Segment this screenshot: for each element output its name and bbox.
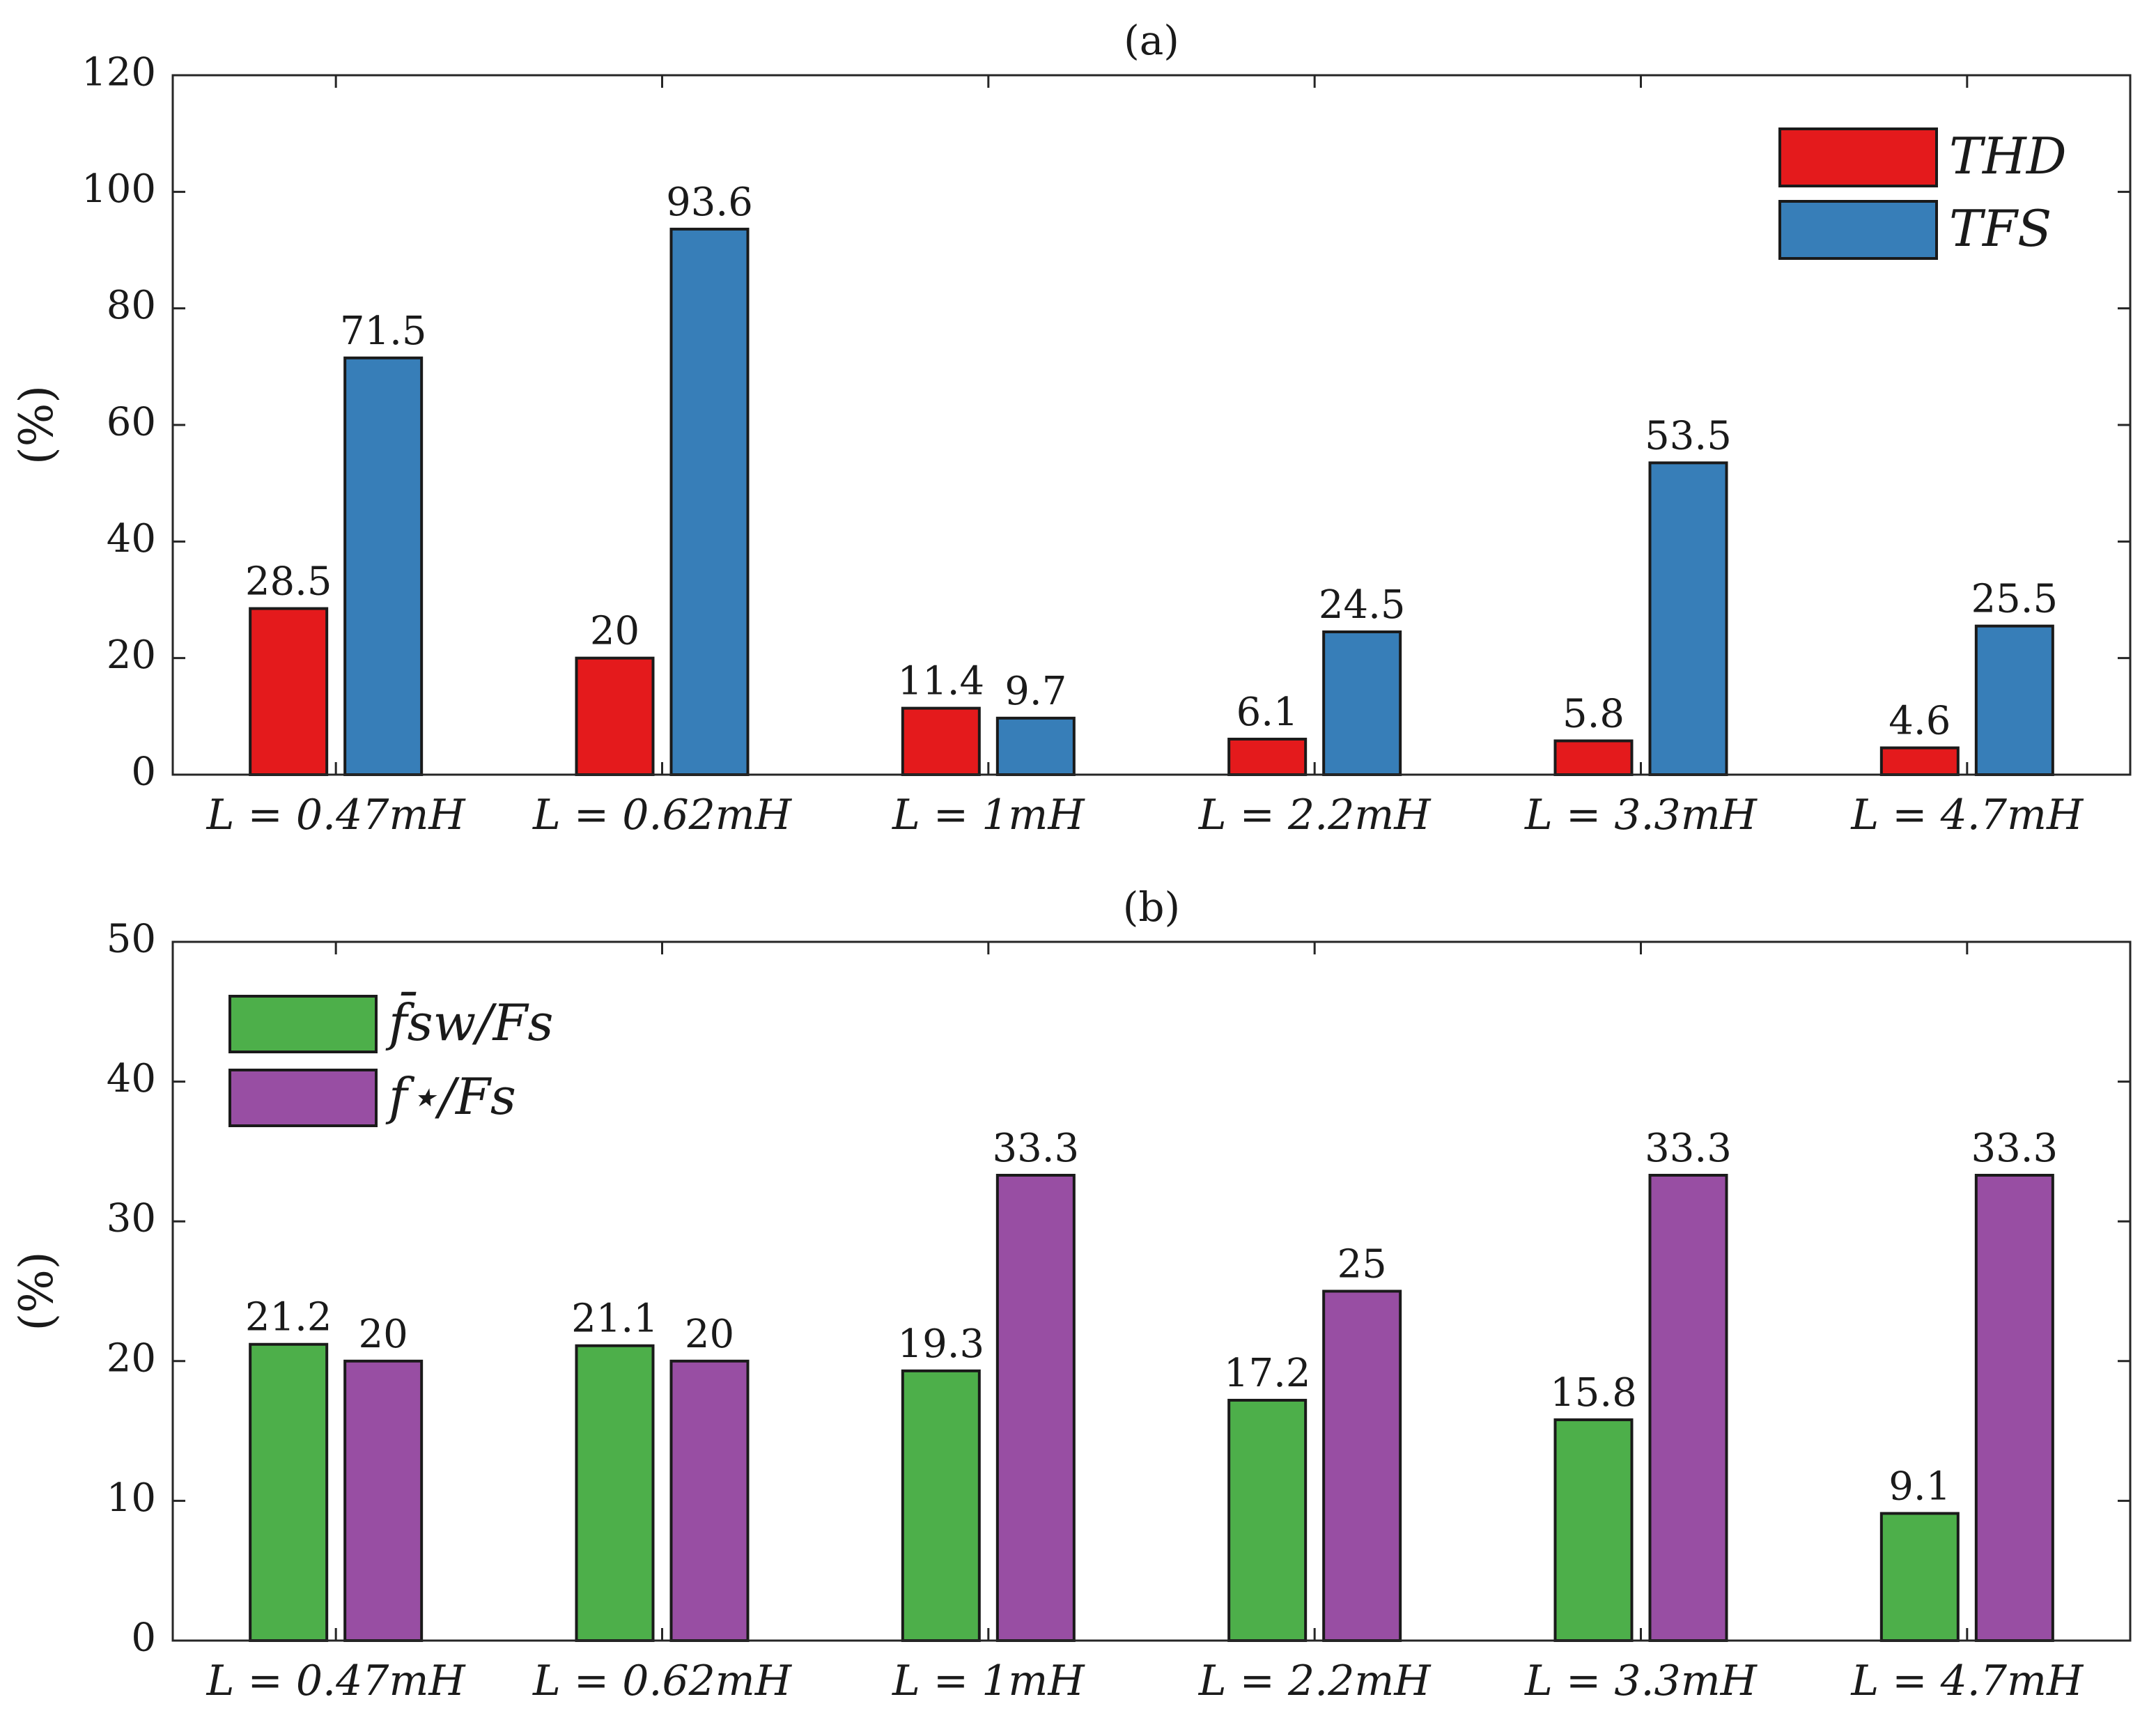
data-label: 33.3 bbox=[992, 1126, 1079, 1171]
data-label: 4.6 bbox=[1889, 699, 1951, 744]
x-category-label: L = 4.7mH bbox=[1850, 791, 2084, 839]
legend-swatch bbox=[1778, 200, 1938, 260]
bar-tfs-1 bbox=[669, 227, 750, 776]
x-category-label: L = 0.62mH bbox=[532, 1657, 793, 1705]
bar-fswfs-3 bbox=[1227, 1398, 1308, 1643]
bar-thd-4 bbox=[1553, 739, 1634, 777]
legend-swatch bbox=[1778, 127, 1938, 187]
data-label: 17.2 bbox=[1224, 1351, 1311, 1396]
bar-tfs-0 bbox=[343, 356, 424, 776]
bar-fswfs-0 bbox=[249, 1342, 329, 1643]
legend: THD TFS bbox=[1778, 127, 2067, 260]
data-label: 93.6 bbox=[666, 180, 753, 225]
data-label: 6.1 bbox=[1236, 690, 1298, 735]
y-tick-label: 40 bbox=[107, 1056, 156, 1101]
panel-b: (b) (%) 21.2 21.1 19.3 17.2 15.8 9.1 20 20 33.3 25 3… bbox=[10, 883, 2132, 1705]
data-label: 5.8 bbox=[1562, 691, 1624, 736]
y-tick-label: 30 bbox=[107, 1196, 156, 1241]
y-axis-label: (%) bbox=[10, 385, 63, 465]
legend-label: TFS bbox=[1949, 199, 2052, 258]
bar-thd-0 bbox=[249, 607, 329, 776]
data-label: 25 bbox=[1337, 1242, 1387, 1287]
bar-fswfs-4 bbox=[1553, 1418, 1634, 1642]
bar-fswfs-1 bbox=[575, 1344, 655, 1642]
data-label: 19.3 bbox=[897, 1322, 984, 1367]
data-label: 21.1 bbox=[571, 1296, 658, 1342]
data-label: 25.5 bbox=[1971, 577, 2058, 622]
data-label: 20 bbox=[359, 1312, 408, 1357]
legend-label: THD bbox=[1949, 127, 2067, 185]
bar-tfs-3 bbox=[1322, 630, 1402, 776]
bar-fswfs-2 bbox=[901, 1369, 981, 1643]
data-label: 53.5 bbox=[1645, 413, 1732, 458]
bar-ffs-5 bbox=[1974, 1174, 2054, 1642]
data-label: 15.8 bbox=[1550, 1370, 1637, 1416]
bar-ffs-3 bbox=[1322, 1289, 1402, 1642]
data-label: 33.3 bbox=[1645, 1126, 1732, 1171]
bar-thd-1 bbox=[575, 656, 655, 777]
y-tick-label: 40 bbox=[107, 516, 156, 561]
legend-swatch bbox=[228, 995, 378, 1053]
y-tick-label: 60 bbox=[107, 400, 156, 445]
data-label: 9.1 bbox=[1889, 1464, 1951, 1509]
y-tick-label: 0 bbox=[131, 1616, 156, 1661]
panel-a: (a) (%) 28.5 20 11.4 6.1 5.8 4.6 71.5 93.6 9.7 24.5… bbox=[10, 17, 2132, 839]
panel-title: (a) bbox=[1124, 17, 1179, 64]
legend-label: f⋆/Fs bbox=[385, 1067, 516, 1126]
bar-ffs-2 bbox=[995, 1174, 1076, 1642]
legend-label: f̄sw/Fs bbox=[385, 991, 553, 1052]
bar-thd-3 bbox=[1227, 737, 1308, 777]
data-label: 20 bbox=[590, 609, 639, 654]
y-tick-label: 50 bbox=[107, 917, 156, 962]
bar-tfs-5 bbox=[1974, 624, 2054, 777]
data-label: 11.4 bbox=[897, 659, 984, 704]
y-tick-label: 120 bbox=[82, 50, 156, 95]
bar-tfs-2 bbox=[995, 716, 1076, 777]
bar-ffs-4 bbox=[1648, 1174, 1728, 1642]
bar-ffs-0 bbox=[343, 1359, 424, 1643]
x-category-label: L = 0.47mH bbox=[206, 1657, 467, 1705]
data-label: 28.5 bbox=[245, 559, 332, 605]
bar-fswfs-5 bbox=[1879, 1512, 1960, 1643]
y-tick-label: 20 bbox=[107, 633, 156, 678]
x-category-label: L = 2.2mH bbox=[1198, 791, 1432, 839]
x-category-label: L = 0.62mH bbox=[532, 791, 793, 839]
bar-thd-2 bbox=[901, 706, 981, 776]
axis-frame bbox=[171, 940, 2132, 1642]
y-tick-label: 80 bbox=[107, 283, 156, 328]
data-label: 21.2 bbox=[245, 1295, 332, 1340]
data-label: 33.3 bbox=[1971, 1126, 2058, 1171]
y-tick-label: 0 bbox=[131, 750, 156, 795]
legend-swatch bbox=[228, 1069, 378, 1127]
legend: f̄sw/Fs f⋆/Fs bbox=[228, 991, 553, 1127]
x-category-label: L = 1mH bbox=[892, 1657, 1085, 1705]
y-tick-label: 20 bbox=[107, 1335, 156, 1381]
x-category-label: L = 1mH bbox=[892, 791, 1085, 839]
data-label: 71.5 bbox=[340, 309, 427, 354]
x-category-label: L = 3.3mH bbox=[1524, 1657, 1758, 1705]
y-tick-label: 100 bbox=[82, 166, 156, 212]
x-category-label: L = 4.7mH bbox=[1850, 1657, 2084, 1705]
bar-ffs-1 bbox=[669, 1359, 750, 1643]
data-label: 9.7 bbox=[1005, 669, 1067, 714]
data-label: 20 bbox=[685, 1312, 734, 1357]
data-label: 24.5 bbox=[1319, 582, 1406, 628]
y-tick-label: 10 bbox=[107, 1475, 156, 1521]
y-axis-label: (%) bbox=[10, 1251, 63, 1331]
panel-title: (b) bbox=[1123, 883, 1180, 931]
x-category-label: L = 0.47mH bbox=[206, 791, 467, 839]
x-category-label: L = 2.2mH bbox=[1198, 1657, 1432, 1705]
bar-thd-5 bbox=[1879, 746, 1960, 776]
bar-tfs-4 bbox=[1648, 461, 1728, 777]
x-category-label: L = 3.3mH bbox=[1524, 791, 1758, 839]
